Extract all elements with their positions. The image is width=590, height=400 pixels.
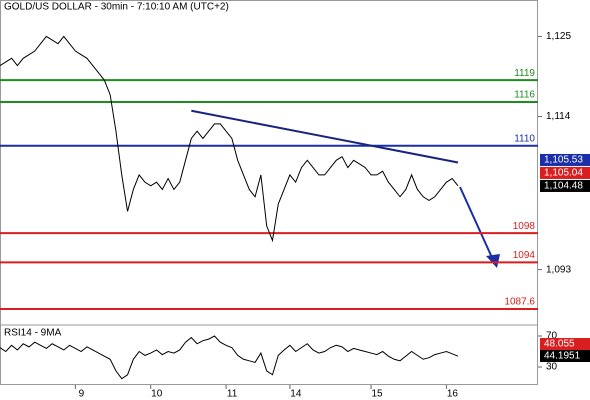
level-label: 1119 [514,68,535,79]
price-badge [540,179,590,192]
rsi-tick-label: 30 [546,362,558,373]
level-label: 1116 [514,90,535,101]
rsi-line [0,335,459,380]
price-badge-label: 1,105.53 [544,155,583,166]
y-tick-label: 1,093 [546,264,571,275]
level-label: 1094 [513,250,536,261]
x-tick-label: 15 [371,389,383,400]
projection-arrow [459,186,500,268]
trendline [191,109,459,164]
level-label: 1098 [513,221,536,232]
price-badge [540,166,590,179]
x-tick-label: 9 [79,389,85,400]
rsi-label: RSI14 - 9MA [4,328,62,339]
chart-title: GOLD/US DOLLAR - 30min - 7:10:10 AM (UTC… [4,2,229,13]
price-badge-label: 44.1951 [544,351,581,362]
y-tick-label: 1,114 [546,111,571,122]
level-label: 1087.6 [504,297,535,308]
x-tick-label: 10 [151,389,163,400]
rsi-tick-label: 70 [546,331,558,342]
price-line [0,35,459,243]
x-tick-label: 14 [290,389,302,400]
price-badge-label: 48.055 [544,339,575,350]
x-tick-label: 11 [227,389,238,400]
plot-frame [0,0,538,385]
y-tick-label: 1,125 [546,31,571,42]
x-tick-label: 16 [447,389,459,400]
level-label: 1110 [514,133,535,144]
price-badge-label: 1,104.48 [544,181,583,192]
price-badge-label: 1,105.04 [544,168,583,179]
price-badge [540,153,590,166]
price-badge [540,338,590,351]
price-badge [540,350,590,363]
